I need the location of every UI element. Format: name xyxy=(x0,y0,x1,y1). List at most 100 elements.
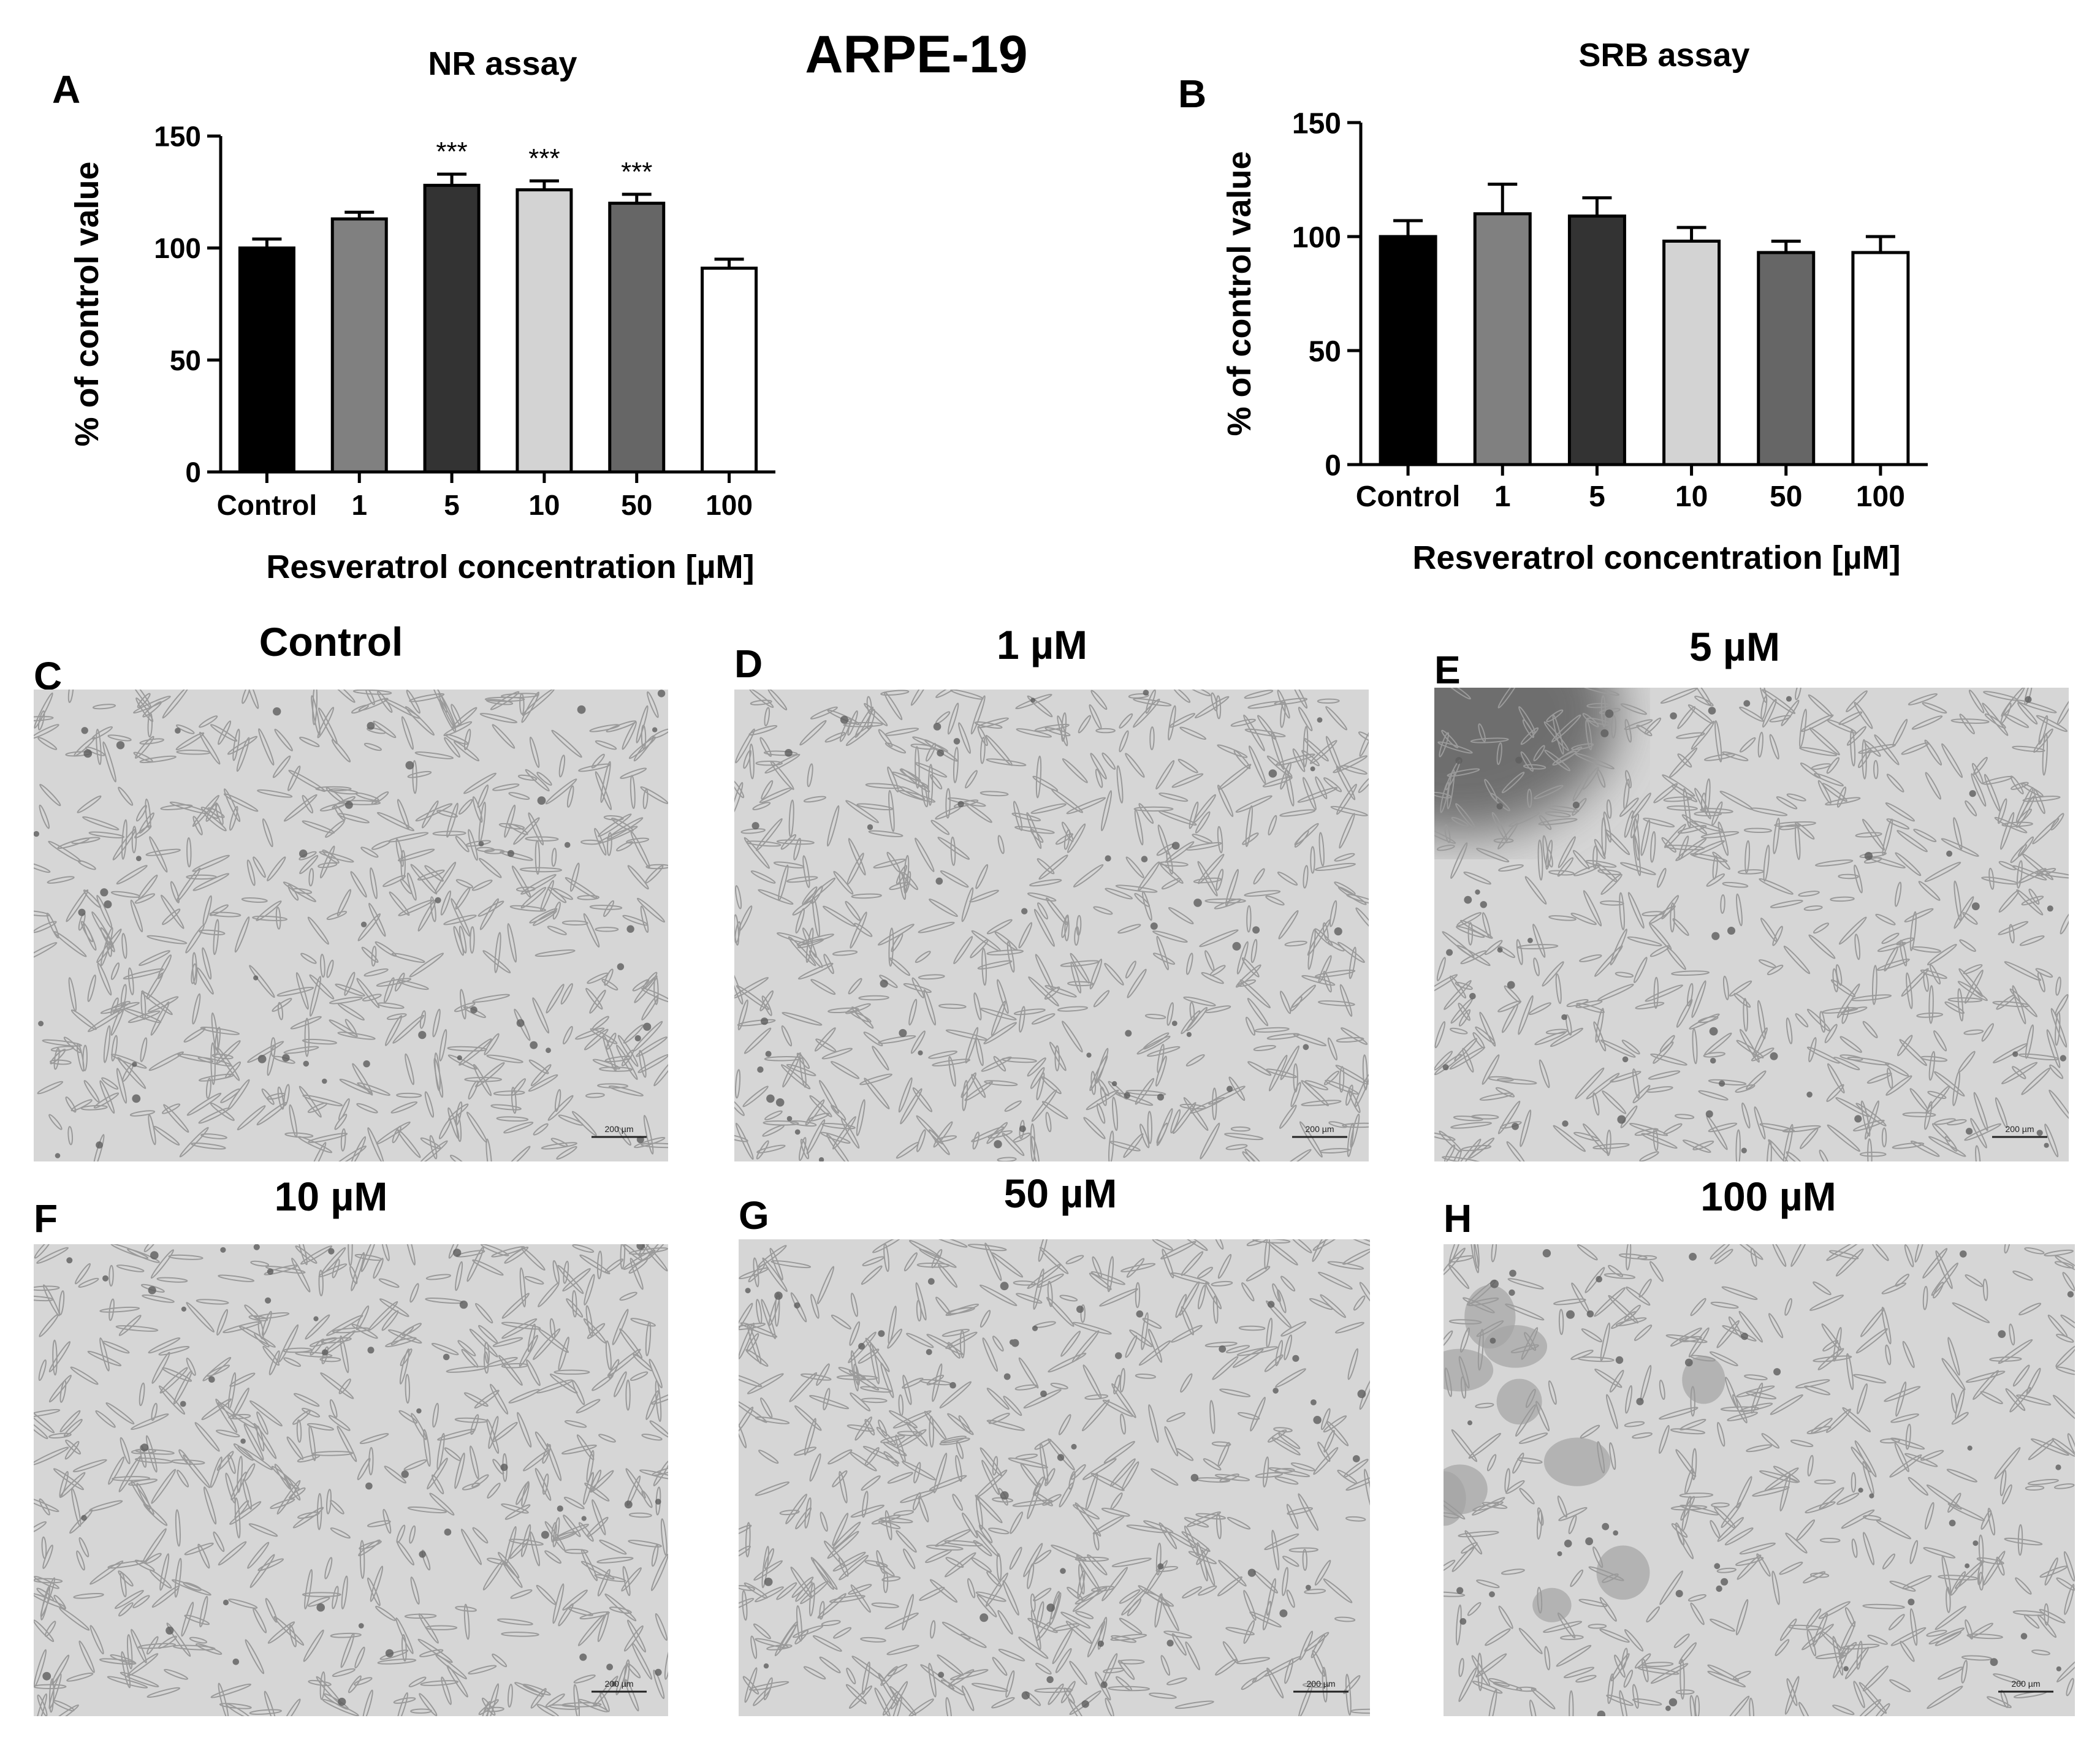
cell-debris xyxy=(1442,696,2066,1154)
micrograph-image xyxy=(1444,1244,2075,1716)
x-tick-label: 10 xyxy=(528,489,560,521)
y-axis-label: % of control value xyxy=(1221,151,1258,436)
x-tick-label: Control xyxy=(1356,481,1461,513)
micrograph-image xyxy=(34,1244,668,1716)
micrograph-panel-g: G 50 µM 200 µm xyxy=(739,1171,1370,1716)
bar-50 xyxy=(1757,251,1816,466)
micrograph-image xyxy=(34,690,668,1161)
micrograph-panel-d: D 1 µM 200 µm xyxy=(734,622,1369,1161)
x-tick-label: 1 xyxy=(351,489,367,521)
bar-10 xyxy=(1662,239,1721,466)
x-axis-label: Resveratrol concentration [µM] xyxy=(266,549,754,585)
scale-bar-label: 200 µm xyxy=(605,1124,634,1134)
cell-texture xyxy=(734,690,1369,1161)
x-tick-label: 1 xyxy=(1494,481,1511,513)
bar-chart-b: B SRB assay 0 50 100 150 Control 1 5 10 50 100 Resve… xyxy=(1178,37,1928,576)
cell-texture xyxy=(1434,688,2069,1161)
x-tick-label: 5 xyxy=(444,489,460,521)
cell-texture xyxy=(34,1244,668,1716)
bar-10 xyxy=(515,188,573,474)
cell-texture xyxy=(1444,1244,2075,1716)
x-tick-label: 100 xyxy=(706,489,753,521)
x-tick-label: 100 xyxy=(1856,481,1905,513)
micrograph-image xyxy=(1434,688,2069,1161)
micrograph-image xyxy=(734,690,1369,1161)
micrograph-title: 5 µM xyxy=(1689,624,1780,669)
cell-texture xyxy=(739,1239,1370,1716)
cell-debris xyxy=(751,690,1342,1161)
y-tick-label: 150 xyxy=(1292,107,1341,140)
y-tick-label: 150 xyxy=(154,121,201,153)
micrograph-panel-e: E 5 µM 200 µm xyxy=(1434,624,2069,1161)
panel-label: D xyxy=(734,642,763,686)
y-tick-label: 0 xyxy=(185,457,201,488)
blotch xyxy=(1596,1545,1650,1600)
significance-mark: *** xyxy=(621,157,652,187)
significance-mark: *** xyxy=(528,143,560,173)
blotch xyxy=(1682,1356,1725,1404)
y-axis-label: % of control value xyxy=(69,161,105,446)
scale-bar-label: 200 µm xyxy=(2012,1679,2041,1689)
cell-debris xyxy=(42,1244,662,1706)
y-tick-label: 0 xyxy=(1325,449,1341,482)
bar-1 xyxy=(330,217,388,474)
panel-label: F xyxy=(34,1196,58,1241)
bar-100 xyxy=(701,267,758,474)
chart-title: NR assay xyxy=(428,45,577,82)
bar-control xyxy=(238,246,295,474)
x-tick-label: 5 xyxy=(1589,481,1605,513)
scale-bar-label: 200 µm xyxy=(1306,1124,1334,1134)
micrograph-title: 1 µM xyxy=(997,622,1087,667)
panel-label: E xyxy=(1434,648,1461,692)
cell-debris xyxy=(34,690,666,1158)
blotch xyxy=(1496,1378,1542,1425)
figure-title: ARPE-19 xyxy=(805,25,1027,84)
x-tick-label: 50 xyxy=(621,489,652,521)
x-tick-label: Control xyxy=(217,489,318,521)
cell-debris xyxy=(1456,1249,2074,1716)
y-tick-label: 100 xyxy=(154,232,201,264)
chart-title: SRB assay xyxy=(1578,37,1749,74)
bar-5 xyxy=(1567,215,1626,466)
blotch xyxy=(1444,1348,1494,1392)
bar-1 xyxy=(1473,212,1532,466)
bar-100 xyxy=(1851,251,1910,466)
panel-label: B xyxy=(1178,72,1206,116)
micrograph-background xyxy=(34,690,668,1161)
micrograph-image xyxy=(739,1239,1370,1716)
scale-bar-label: 200 µm xyxy=(605,1679,634,1689)
micrograph-panel-f: F 10 µM 200 µm xyxy=(34,1174,668,1716)
blotch xyxy=(1444,1464,1488,1515)
blotch xyxy=(1543,1437,1611,1486)
x-axis-label: Resveratrol concentration [µM] xyxy=(1412,539,1900,576)
y-tick-label: 50 xyxy=(1309,335,1341,368)
bar-50 xyxy=(608,202,666,474)
significance-mark: *** xyxy=(436,137,467,167)
scale-bar-label: 200 µm xyxy=(1307,1679,1336,1689)
micrograph-panel-h: H 100 µM 200 µm xyxy=(1444,1174,2075,1716)
bar-control xyxy=(1379,235,1437,466)
x-tick-label: 50 xyxy=(1770,481,1802,513)
x-tick-label: 10 xyxy=(1675,481,1708,513)
y-tick-label: 100 xyxy=(1292,221,1341,254)
micrograph-title: 100 µM xyxy=(1700,1174,1836,1219)
blotch xyxy=(1532,1587,1572,1622)
y-tick-label: 50 xyxy=(170,344,201,376)
micrograph-title: 10 µM xyxy=(275,1174,388,1219)
blotch xyxy=(1464,1285,1516,1349)
cell-debris xyxy=(745,1278,1366,1708)
micrograph-title: 50 µM xyxy=(1004,1171,1117,1216)
micrograph-title: Control xyxy=(259,619,403,664)
panel-label: A xyxy=(52,67,80,112)
bar-5 xyxy=(423,183,481,474)
scale-bar-label: 200 µm xyxy=(2006,1124,2034,1134)
micrograph-background xyxy=(734,690,1369,1161)
panel-label: G xyxy=(739,1193,769,1237)
bar-chart-a: A NR assay 0 50 100 150 Control 1 5 *** 10 *** 50 ***… xyxy=(52,45,775,585)
panel-label: H xyxy=(1444,1196,1472,1241)
cell-texture xyxy=(34,690,668,1161)
